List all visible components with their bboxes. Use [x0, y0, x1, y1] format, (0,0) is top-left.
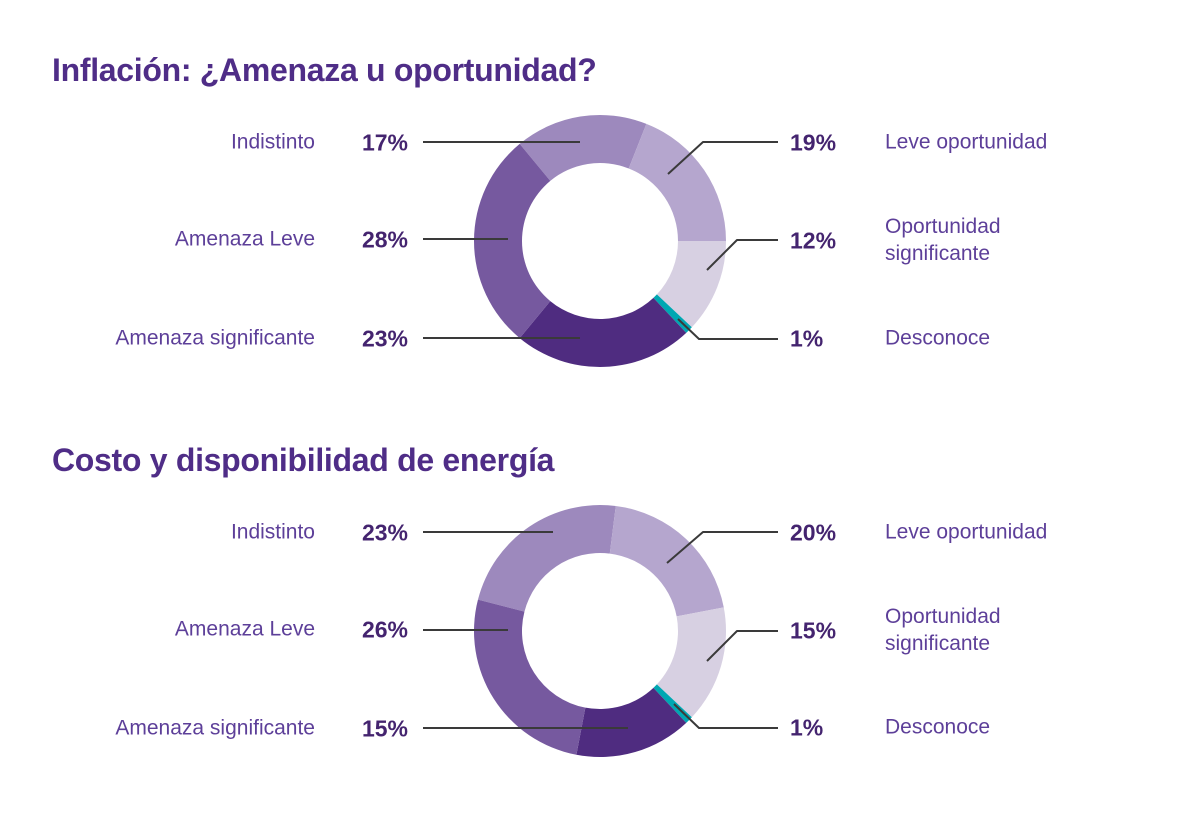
leader-line: [706, 630, 778, 662]
segment-label-leve-oportunidad: Leve oportunidad: [885, 130, 1048, 154]
leader-line: [677, 318, 778, 340]
donut-chart-inflacion: [474, 115, 726, 367]
chart2-title: Costo y disponibilidad de energía: [52, 442, 555, 478]
segment-value-amenaza-significante: 15%: [361, 715, 408, 742]
chart1-title: Inflación: ¿Amenaza u oportunidad?: [52, 52, 597, 88]
leader-line: [706, 239, 778, 271]
donut-segment-amenaza-significante: [519, 297, 687, 367]
segment-label-amenaza-leve: Amenaza Leve: [174, 617, 315, 641]
donut-segment-indistinto: [477, 504, 616, 612]
donut-segment-amenaza-leve: [474, 599, 586, 755]
leader-line: [673, 703, 778, 729]
donut-segment-amenaza-leve: [474, 143, 551, 339]
donut-segment-indistinto: [519, 115, 647, 181]
donut-segment-amenaza-significante: [576, 687, 687, 758]
segment-value-desconoce: 1%: [790, 714, 824, 741]
segment-label-indistinto: Indistinto: [230, 520, 315, 544]
segment-value-oportunidad-significante: 15%: [790, 617, 837, 644]
leader-lines: [423, 141, 778, 729]
donut-segment-leve-oportunidad: [628, 123, 726, 241]
segment-value-amenaza-significante: 23%: [361, 325, 408, 352]
segment-label-oportunidad-significante: Oportunidad significante: [885, 215, 1001, 265]
segment-value-amenaza-leve: 28%: [361, 226, 408, 253]
segment-value-leve-oportunidad: 19%: [790, 129, 837, 156]
donut-segment-leve-oportunidad: [609, 505, 724, 617]
segment-label-amenaza-leve: Amenaza Leve: [174, 227, 315, 251]
segment-label-amenaza-significante: Amenaza significante: [115, 326, 315, 350]
leader-line: [666, 531, 778, 564]
segment-value-leve-oportunidad: 20%: [790, 519, 837, 546]
donut-segment-oportunidad-significante: [656, 607, 727, 718]
segment-label-amenaza-significante: Amenaza significante: [115, 716, 315, 740]
leader-line: [667, 141, 778, 175]
segment-value-indistinto: 17%: [361, 129, 408, 156]
segment-label-oportunidad-significante: Oportunidad significante: [885, 605, 1001, 655]
segment-label-desconoce: Desconoce: [885, 326, 991, 350]
segment-value-desconoce: 1%: [790, 325, 824, 352]
segment-value-indistinto: 23%: [361, 519, 408, 546]
segment-value-amenaza-leve: 26%: [361, 616, 408, 643]
segment-label-desconoce: Desconoce: [885, 715, 991, 739]
donut-segment-oportunidad-significante: [656, 241, 726, 328]
segment-value-oportunidad-significante: 12%: [790, 227, 837, 254]
donut-chart-energia: [474, 504, 727, 758]
segment-label-indistinto: Indistinto: [230, 130, 315, 154]
segment-label-leve-oportunidad: Leve oportunidad: [885, 520, 1048, 544]
